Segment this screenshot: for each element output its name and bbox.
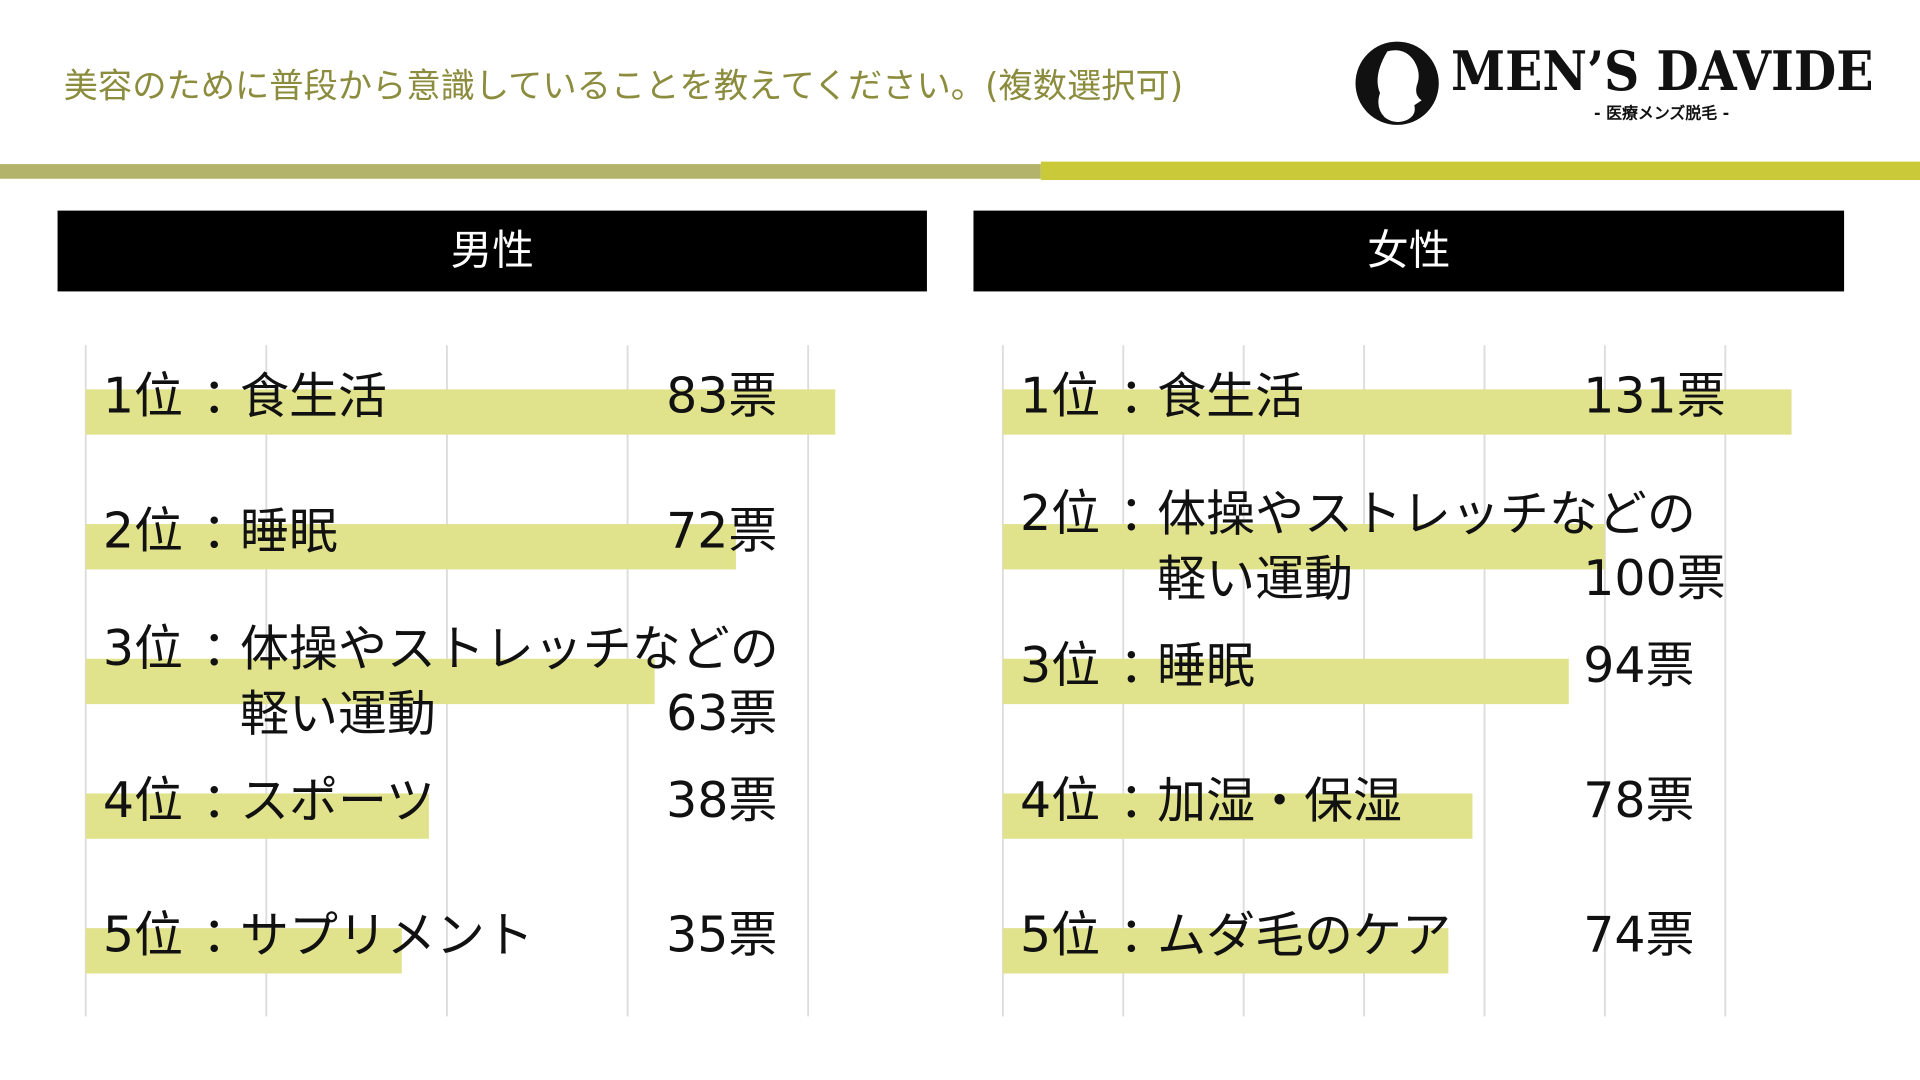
value-label: 83票 (666, 368, 777, 425)
logo: MEN’S DAVIDE - 医療メンズ脱毛 - (1355, 39, 1873, 125)
value-label: 100票 (1583, 550, 1725, 607)
bar (1002, 928, 1449, 974)
separator: ： (202, 906, 251, 963)
bar (1002, 793, 1473, 839)
separator: ： (202, 502, 251, 559)
rank-label: 5位 (1020, 906, 1100, 963)
separator: ： (202, 620, 251, 677)
stripe-left (0, 164, 1041, 179)
value-label: 63票 (666, 685, 777, 742)
category-label: 食生活 (240, 368, 387, 425)
bar (1002, 658, 1569, 705)
rank-label: 3位 (103, 620, 183, 677)
bar (1002, 389, 1792, 435)
value-label: 38票 (666, 772, 777, 829)
value-label: 131票 (1583, 368, 1725, 425)
rank-label: 4位 (1020, 772, 1100, 829)
logo-head (1377, 50, 1422, 122)
bar (85, 793, 429, 839)
category-label: 体操やストレッチなどの軽い運動 (240, 620, 779, 742)
panel-header (57, 210, 927, 292)
category-label: 食生活 (1157, 368, 1304, 425)
panel-header (973, 210, 1845, 292)
category-label: スポーツ (240, 772, 435, 829)
category-label: 睡眠 (1157, 637, 1255, 694)
panel-title: 女性 (1367, 225, 1450, 274)
separator: ： (1119, 772, 1168, 829)
stripe-right (1040, 161, 1920, 180)
value-label: 72票 (666, 502, 777, 559)
rank-label: 5位 (103, 906, 183, 963)
logo-subtext: - 医療メンズ脱毛 - (1594, 103, 1729, 122)
bar (85, 389, 836, 435)
bar (85, 928, 402, 974)
separator: ： (1119, 906, 1168, 963)
value-label: 74票 (1583, 906, 1694, 963)
page-title: 美容のために普段から意識していることを教えてください。(複数選択可) (64, 67, 1183, 107)
rank-label: 2位 (1020, 485, 1100, 542)
rank-label: 4位 (103, 772, 183, 829)
category-label: サプリメント (240, 906, 534, 963)
category-label: 睡眠 (240, 502, 338, 559)
value-label: 78票 (1583, 772, 1694, 829)
bar (85, 658, 655, 705)
bar (85, 524, 736, 570)
separator: ： (202, 368, 251, 425)
value-label: 94票 (1583, 637, 1694, 694)
rank-label: 1位 (103, 368, 183, 425)
rank-label: 2位 (103, 502, 183, 559)
separator: ： (1119, 368, 1168, 425)
value-label: 35票 (666, 906, 777, 963)
bar (1002, 524, 1605, 570)
separator: ： (1119, 485, 1168, 542)
category-label: 加湿・保湿 (1157, 772, 1402, 829)
category-label: ムダ毛のケア (1157, 906, 1451, 963)
separator: ： (1119, 637, 1168, 694)
logo-text: MEN’S DAVIDE (1451, 39, 1873, 103)
rank-label: 3位 (1020, 637, 1100, 694)
separator: ： (202, 772, 251, 829)
rank-label: 1位 (1020, 368, 1100, 425)
panel-title: 男性 (451, 225, 534, 274)
category-label: 体操やストレッチなどの軽い運動 (1157, 485, 1696, 607)
